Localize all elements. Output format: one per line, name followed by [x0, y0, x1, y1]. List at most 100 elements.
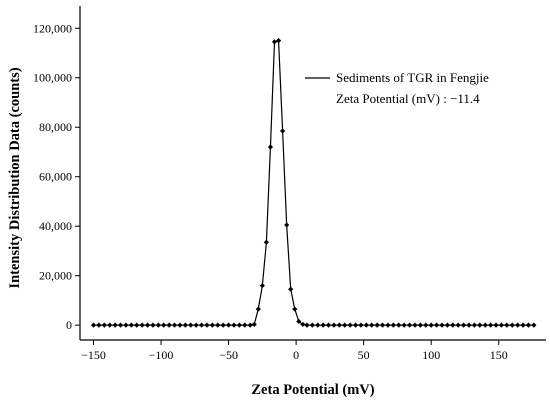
data-point-marker [342, 322, 348, 328]
data-point-marker [275, 38, 282, 44]
x-tick-label: 50 [358, 348, 370, 362]
y-tick-label: 40,000 [39, 219, 72, 233]
data-point-marker [417, 322, 423, 328]
data-point-marker [439, 322, 445, 328]
data-point-marker [296, 318, 302, 325]
x-tick-label: 150 [490, 348, 508, 362]
data-point-marker [428, 322, 434, 328]
data-point-marker [193, 322, 199, 328]
data-point-marker [284, 222, 290, 228]
data-point-marker [520, 322, 526, 328]
data-point-marker [188, 322, 194, 328]
data-point-marker [450, 322, 456, 328]
data-point-marker [231, 322, 237, 328]
data-point-marker [209, 322, 215, 328]
data-point-marker [123, 322, 129, 328]
data-point-marker [515, 322, 521, 328]
data-point-marker [396, 322, 402, 328]
data-point-marker [161, 322, 167, 328]
x-axis-title: Zeta Potential (mV) [251, 382, 374, 398]
data-point-marker [369, 322, 375, 328]
data-point-marker [242, 322, 248, 328]
data-point-marker [525, 322, 532, 328]
data-point-marker [531, 322, 537, 328]
data-point-marker [347, 322, 353, 328]
y-tick-label: 80,000 [39, 120, 72, 134]
data-point-marker [101, 322, 107, 328]
data-point-marker [251, 321, 257, 328]
data-point-marker [171, 322, 178, 328]
y-tick-label: 0 [66, 318, 72, 332]
x-tick-label: −50 [219, 348, 238, 362]
data-point-marker [401, 322, 407, 328]
data-point-marker [259, 282, 265, 289]
data-point-marker [325, 322, 332, 328]
data-point-marker [292, 306, 298, 312]
x-tick-label: −150 [81, 348, 106, 362]
data-point-marker [220, 322, 226, 328]
y-tick-label: 20,000 [39, 269, 72, 283]
data-point-marker [128, 322, 134, 328]
data-point-marker [482, 322, 488, 328]
data-point-marker [374, 322, 380, 328]
data-point-marker [406, 322, 413, 328]
y-axis-title: Intensity Distribution Data (counts) [7, 67, 23, 288]
data-point-marker [247, 322, 253, 328]
data-point-marker [134, 322, 140, 328]
data-point-marker [455, 322, 461, 328]
data-point-marker [309, 322, 315, 328]
data-point-marker [236, 322, 242, 328]
x-tick-label: −100 [149, 348, 174, 362]
data-point-marker [225, 322, 232, 328]
data-point-marker [477, 322, 483, 328]
data-point-marker [150, 322, 156, 328]
data-point-marker [331, 322, 337, 328]
data-point-marker [461, 322, 467, 328]
data-point-marker [385, 322, 391, 328]
data-point-marker [182, 322, 188, 328]
data-point-marker [117, 322, 124, 328]
data-point-marker [215, 322, 221, 328]
series-group [90, 38, 537, 328]
data-point-marker [358, 322, 364, 328]
data-point-marker [96, 322, 102, 328]
data-point-marker [304, 322, 310, 328]
data-point-marker [280, 128, 286, 134]
y-tick-label: 60,000 [39, 170, 72, 184]
data-point-marker [112, 322, 118, 328]
data-point-marker [423, 322, 429, 328]
data-point-marker [433, 322, 440, 328]
data-point-marker [107, 322, 113, 328]
data-point-marker [198, 322, 205, 328]
x-tick-label: 0 [293, 348, 299, 362]
x-ticks: −150 −100 −50 0 50 100 150 [81, 340, 508, 362]
y-tick-label: 100,000 [33, 71, 72, 85]
data-point-marker [271, 39, 278, 45]
data-point-marker [493, 322, 499, 328]
data-point-marker [509, 322, 515, 328]
data-point-marker [379, 322, 386, 328]
y-tick-label: 120,000 [33, 21, 72, 35]
data-point-marker [363, 322, 369, 328]
data-point-marker [267, 144, 274, 150]
x-tick-label: 100 [422, 348, 440, 362]
data-point-marker [166, 322, 172, 328]
legend: Sediments of TGR in Fengjie Zeta Potenti… [305, 70, 489, 106]
data-point-marker [466, 322, 472, 328]
data-point-marker [336, 322, 342, 328]
data-point-marker [412, 322, 418, 328]
data-point-marker [155, 322, 161, 328]
data-point-marker [263, 239, 269, 245]
y-ticks: 0 20,000 40,000 60,000 80,000 100,000 120,000 [33, 21, 80, 332]
legend-annotation: Zeta Potential (mV) : −11.4 [336, 91, 480, 106]
data-point-marker [444, 322, 450, 328]
data-point-marker [288, 286, 294, 292]
data-point-marker [471, 322, 478, 328]
data-point-marker [390, 322, 396, 328]
data-point-marker [204, 322, 210, 328]
data-point-marker [255, 306, 261, 312]
data-point-marker [300, 321, 306, 328]
data-point-marker [144, 322, 151, 328]
data-point-marker [320, 322, 326, 328]
